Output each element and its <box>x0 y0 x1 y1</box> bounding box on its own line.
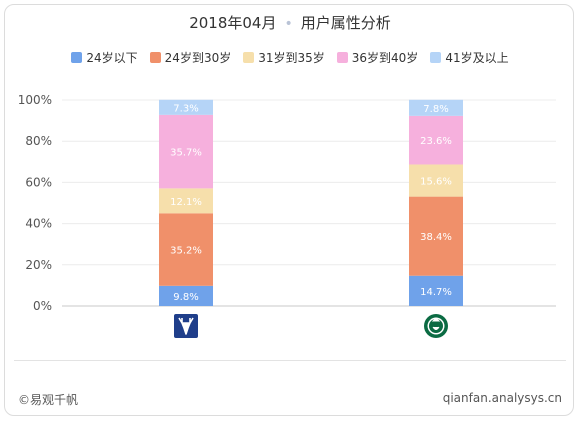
bar-segment <box>159 114 213 189</box>
legend-label: 24岁到30岁 <box>164 51 232 65</box>
legend-swatch <box>243 52 255 63</box>
bar-segment <box>159 99 213 115</box>
y-tick-label: 0% <box>33 299 52 313</box>
legend-label: 24岁以下 <box>86 51 138 65</box>
data-label: 9.8% <box>173 292 198 303</box>
legend-swatch <box>336 52 348 63</box>
legend: 24岁以下 24岁到30岁 31岁到35岁 36岁到40岁 41岁及以上 <box>0 49 580 66</box>
legend-label: 31岁到35岁 <box>258 51 325 65</box>
title-separator: • <box>284 16 293 32</box>
starbucks-siren-shape <box>431 317 441 330</box>
legend-item: 41岁及以上 <box>430 49 509 66</box>
deer-logo-icon <box>174 314 198 338</box>
legend-swatch <box>71 52 83 63</box>
bar-segment <box>409 115 463 165</box>
bar-segment <box>159 285 213 306</box>
y-tick-label: 80% <box>25 134 52 148</box>
footer-copyright: ©易观千帆 <box>18 393 79 407</box>
bar-segment <box>409 164 463 197</box>
bar-segment <box>409 196 463 276</box>
data-label: 23.6% <box>420 136 452 147</box>
chart-card <box>4 4 574 416</box>
data-label: 12.1% <box>170 197 202 208</box>
legend-label: 36岁到40岁 <box>351 51 419 65</box>
data-label: 14.7% <box>420 287 452 298</box>
footer-url: qianfan.analysys.cn <box>442 391 562 405</box>
legend-item: 36岁到40岁 <box>336 49 419 66</box>
bar-segment <box>409 275 463 306</box>
bar-segment <box>159 188 213 214</box>
starbucks-center <box>429 319 443 333</box>
title-subject: 用户属性分析 <box>300 14 391 32</box>
y-tick-label: 60% <box>25 175 52 189</box>
data-label: 35.2% <box>170 246 202 257</box>
legend-item: 31岁到35岁 <box>243 49 325 66</box>
title-period: 2018年04月 <box>189 14 277 32</box>
y-tick-label: 100% <box>18 93 52 107</box>
data-label: 38.4% <box>420 232 452 243</box>
legend-item: 24岁到30岁 <box>149 49 232 66</box>
starbucks-logo-icon <box>424 314 448 338</box>
data-label: 7.3% <box>173 103 198 114</box>
data-label: 15.6% <box>420 177 452 188</box>
data-label: 35.7% <box>170 148 202 159</box>
y-tick-label: 20% <box>25 258 52 272</box>
chart-title: 2018年04月 • 用户属性分析 <box>0 12 580 33</box>
legend-item: 24岁以下 <box>71 49 138 66</box>
legend-swatch <box>430 52 442 63</box>
data-label: 7.8% <box>423 104 448 115</box>
bar-segment <box>409 99 463 116</box>
deer-antlers-shape <box>178 317 194 335</box>
footer-divider <box>14 360 566 361</box>
bar-segment <box>159 213 213 286</box>
legend-swatch <box>149 52 161 63</box>
y-tick-label: 40% <box>25 217 52 231</box>
legend-label: 41岁及以上 <box>445 51 509 65</box>
